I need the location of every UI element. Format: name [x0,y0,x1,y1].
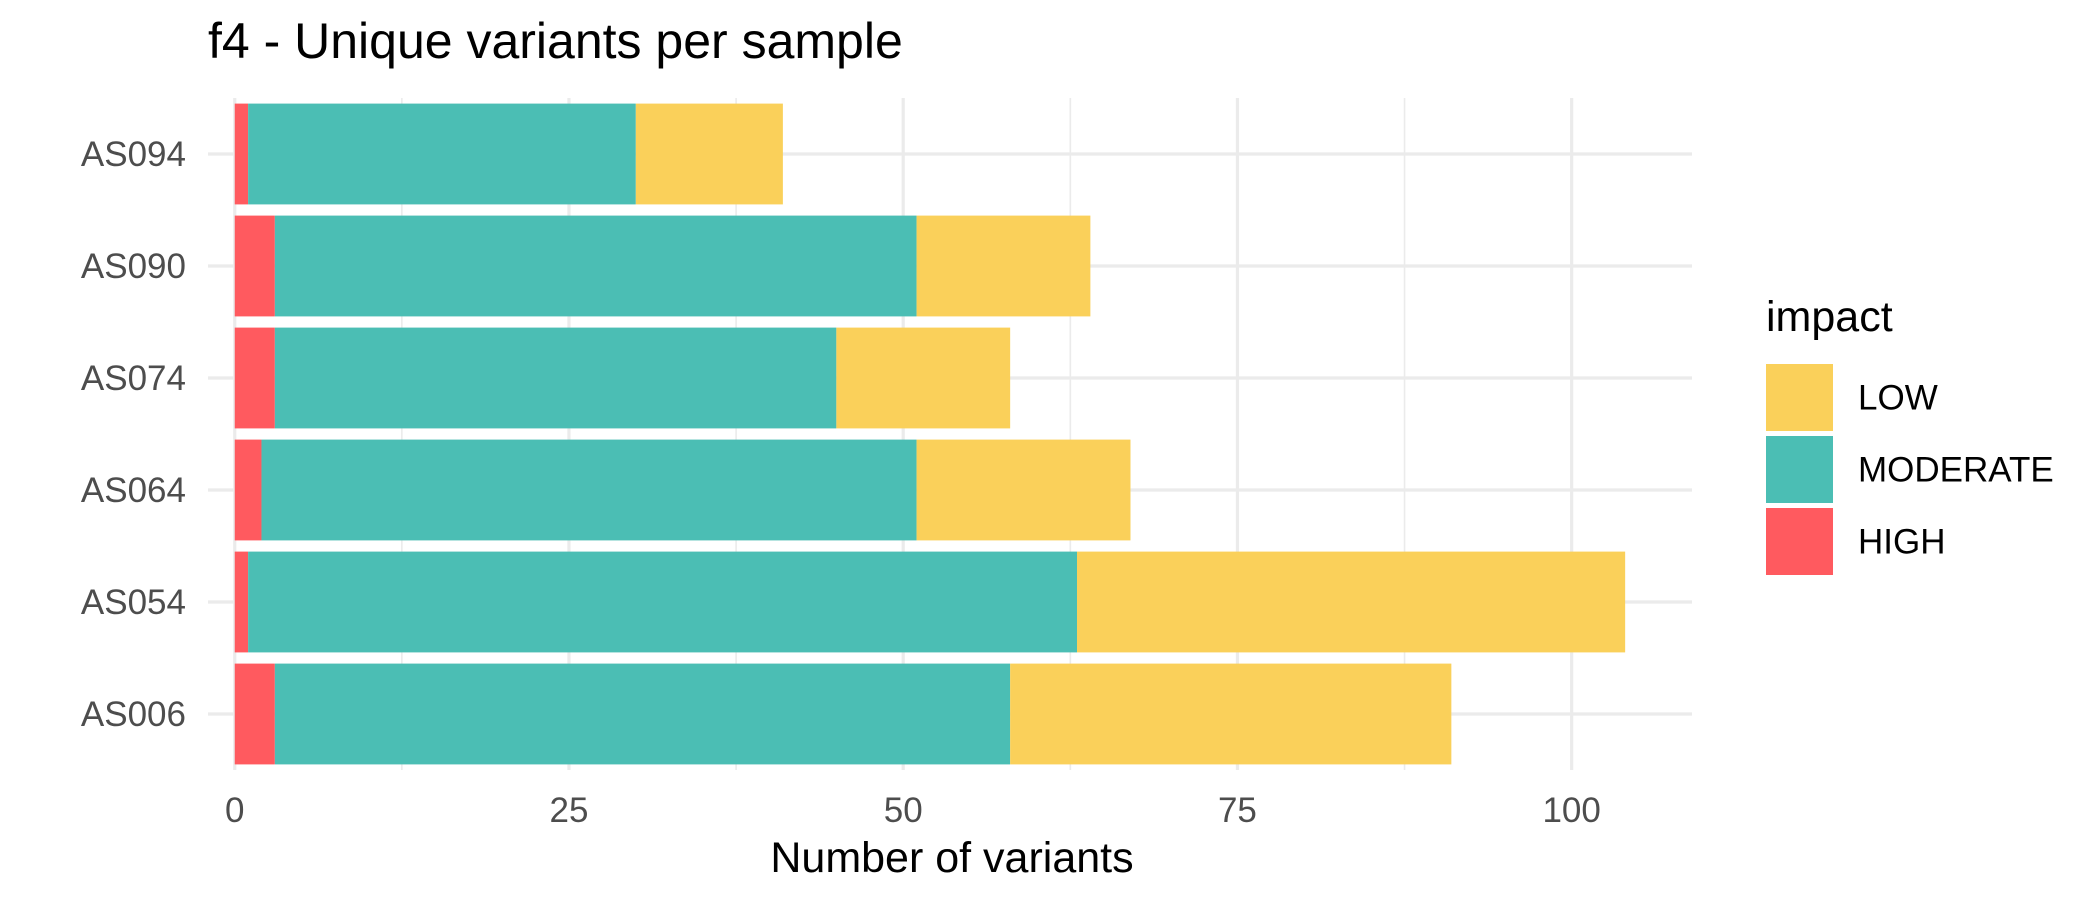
bar-segment-moderate [261,439,917,541]
bar-segment-high [234,103,249,205]
y-tick-label: AS074 [81,359,186,398]
x-tick-label: 50 [884,791,923,830]
y-tick-label: AS094 [81,135,186,174]
bar-segment-moderate [248,551,1078,653]
bar-segment-high [234,439,262,541]
bar-segment-low [635,103,783,205]
y-tick-label: AS054 [81,583,186,622]
bar-segment-low [916,439,1131,541]
y-tick-labels: AS094 AS090 AS074 AS064 AS054 AS006 [81,135,186,734]
chart-title: f4 - Unique variants per sample [208,13,903,69]
bar-segment-moderate [274,327,837,429]
bar-segment-high [234,663,275,765]
legend-key-moderate [1766,436,1833,503]
x-axis-label: Number of variants [770,834,1133,882]
bar-segment-high [234,327,275,429]
y-tick-label: AS006 [81,695,186,734]
legend-label: LOW [1858,379,1938,418]
bar-segment-high [234,551,249,653]
bar-segment-low [836,327,1011,429]
x-tick-labels: 0 25 50 75 100 [225,791,1601,830]
legend-label: MODERATE [1858,451,2054,490]
legend: impact LOW MODERATE HIGH [1766,293,2054,575]
legend-key-low [1766,364,1833,431]
bar-segment-low [1010,663,1452,765]
bar-segment-high [234,215,275,317]
x-tick-label: 100 [1542,791,1600,830]
bars [234,103,1626,765]
bar-segment-moderate [274,663,1011,765]
bar-segment-low [1077,551,1626,653]
y-tick-label: AS064 [81,471,186,510]
grid-minor [401,98,1406,770]
x-tick-label: 75 [1218,791,1257,830]
legend-key-high [1766,508,1833,575]
x-tick-label: 0 [225,791,244,830]
bar-segment-moderate [274,215,917,317]
bar-segment-low [916,215,1091,317]
bar-segment-moderate [248,103,636,205]
y-tick-label: AS090 [81,247,186,286]
x-tick-label: 25 [550,791,589,830]
legend-label: HIGH [1858,523,1946,562]
legend-title: impact [1766,293,1893,341]
